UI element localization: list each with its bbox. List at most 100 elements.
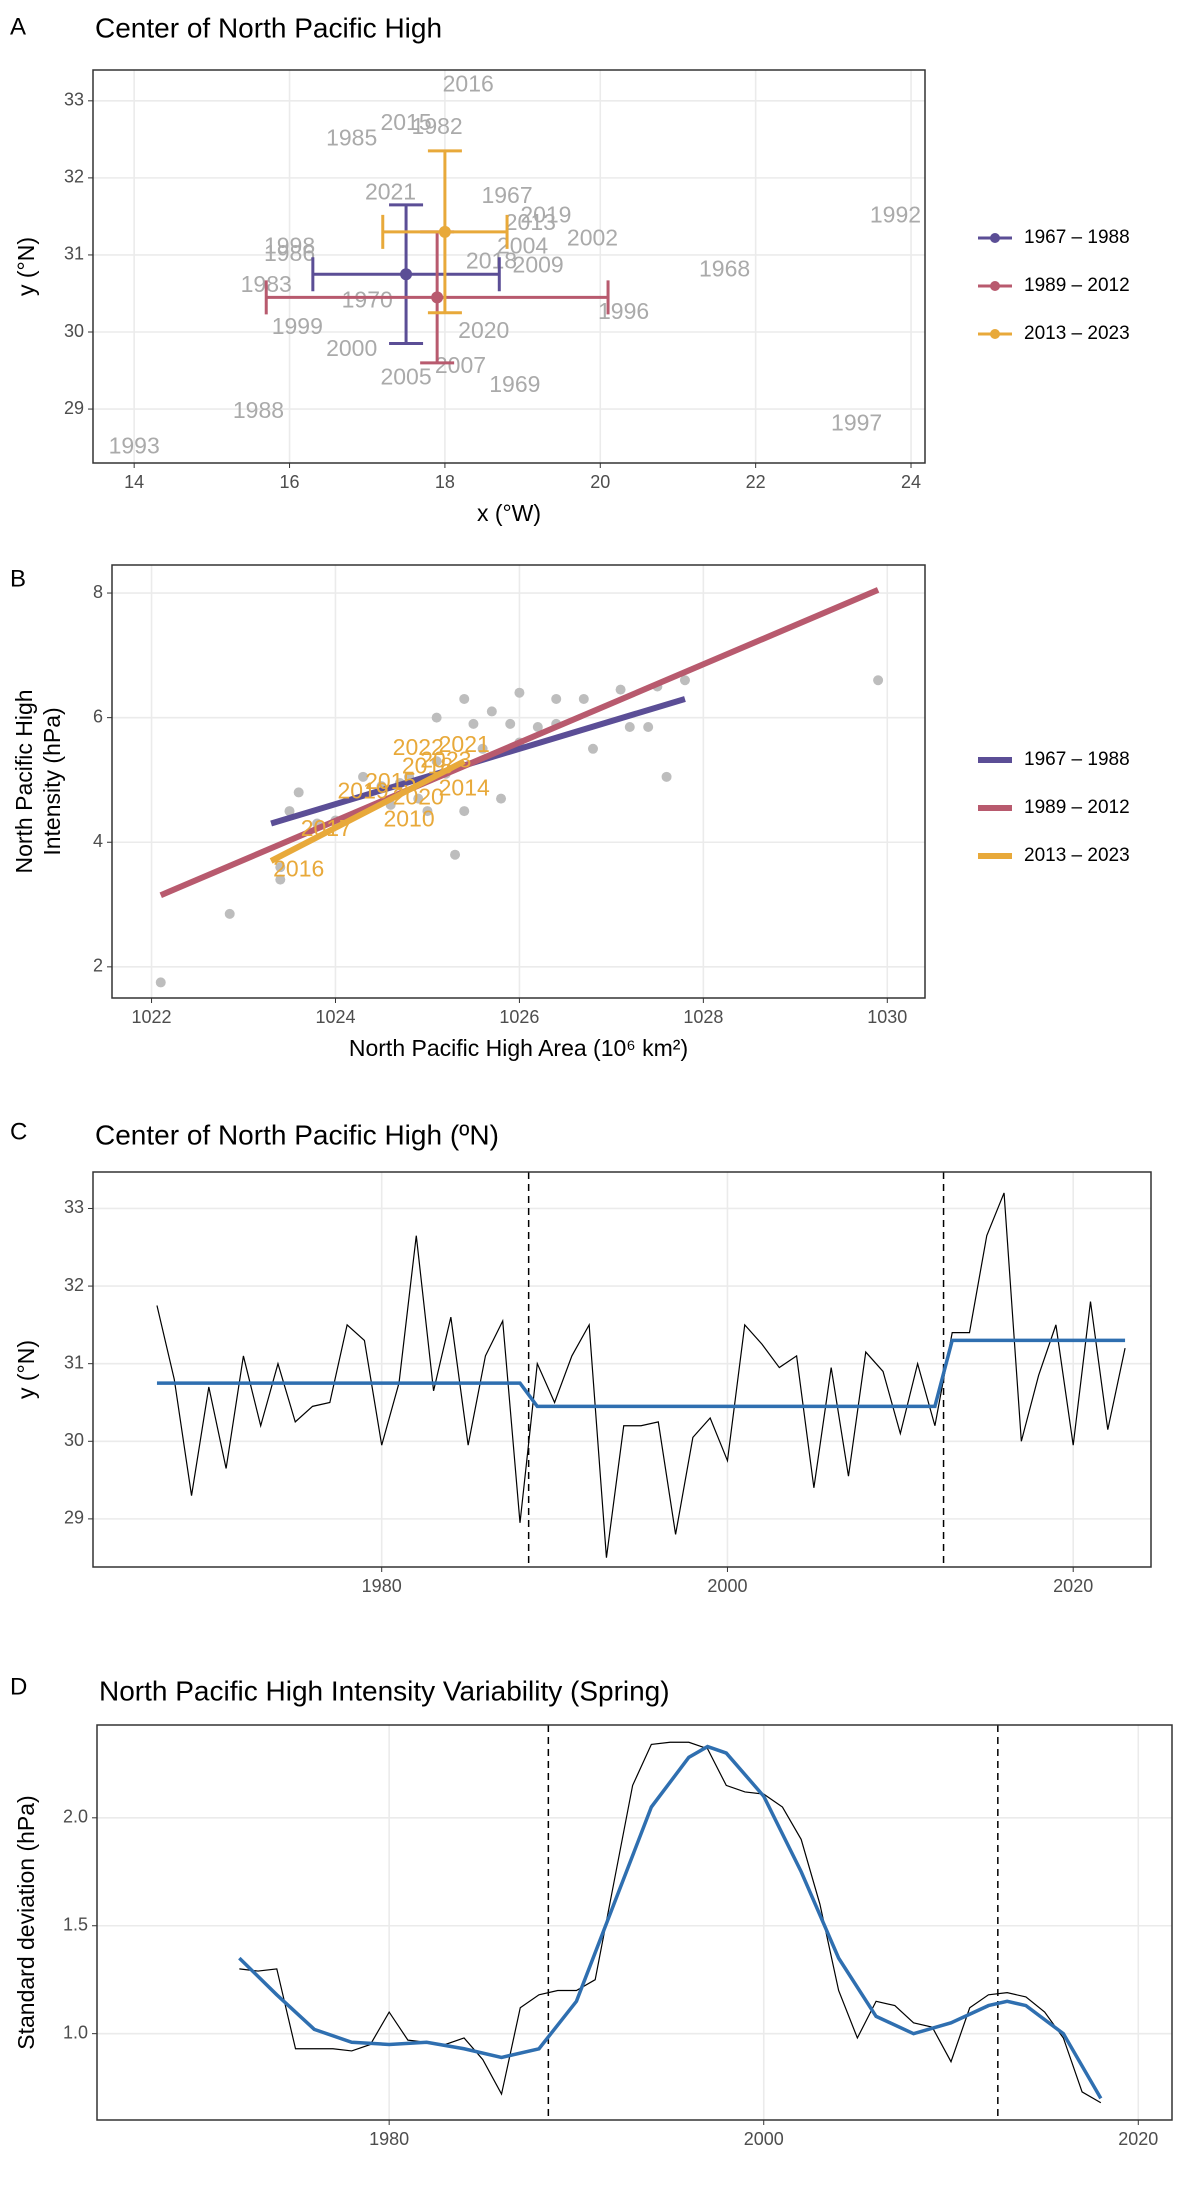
- legend-label: 1967 – 1988: [1024, 227, 1130, 248]
- point-label: 2023: [420, 746, 471, 772]
- point: [615, 684, 626, 695]
- y-tick-label: 32: [64, 1275, 84, 1295]
- point-label: 2018: [466, 248, 517, 274]
- legend-key-point: [990, 233, 1000, 243]
- point-label: 2015: [365, 768, 416, 794]
- x-tick-label: 1980: [369, 2129, 409, 2149]
- point: [284, 806, 295, 817]
- y-tick-label: 4: [93, 831, 103, 851]
- x-tick-label: 1028: [683, 1007, 723, 1027]
- point-label: 2020: [393, 784, 444, 810]
- point-label: 2017: [301, 815, 352, 841]
- chart-title: Center of North Pacific High: [95, 12, 442, 43]
- point: [275, 862, 286, 873]
- point-label: 2014: [439, 774, 490, 800]
- legend-label: 1989 – 2012: [1024, 275, 1130, 296]
- legend-label: 1989 – 2012: [1024, 797, 1130, 818]
- point-label: 2007: [435, 352, 486, 378]
- point: [661, 771, 672, 782]
- point-label: 2004: [497, 232, 548, 258]
- panel-letter: B: [10, 565, 26, 592]
- point: [624, 721, 635, 732]
- point-label: 1968: [699, 255, 750, 281]
- center-point: [400, 268, 413, 281]
- point-label: 1969: [489, 371, 540, 397]
- point: [413, 793, 424, 804]
- x-tick-label: 14: [124, 472, 144, 492]
- series-line: [156, 1338, 1126, 1409]
- series-line: [156, 1192, 1126, 1558]
- x-tick-label: 2020: [1118, 2129, 1158, 2149]
- legend-label: 2013 – 2023: [1024, 323, 1130, 344]
- point-label: 2010: [383, 806, 434, 832]
- point-label: 2015: [380, 109, 431, 135]
- x-tick-label: 2000: [744, 2129, 784, 2149]
- y-tick-label: 1.0: [63, 2022, 88, 2042]
- x-tick-label: 24: [901, 472, 921, 492]
- point-label: 2002: [567, 225, 618, 251]
- y-tick-label: 2: [93, 956, 103, 976]
- center-point: [431, 291, 444, 304]
- fit-line: [159, 587, 880, 898]
- point-label: 2013: [505, 209, 556, 235]
- x-axis-label: North Pacific High Area (10⁶ km²): [349, 1035, 688, 1061]
- point-label: 1992: [870, 201, 921, 227]
- y-axis-label: y (°N): [13, 237, 39, 296]
- point-label: 2016: [273, 855, 324, 881]
- center-point: [438, 225, 451, 238]
- y-tick-label: 31: [64, 244, 84, 264]
- point: [873, 675, 884, 686]
- point: [496, 793, 507, 804]
- point: [477, 743, 488, 754]
- point-label: 1988: [233, 397, 284, 423]
- point-label: 2019: [520, 201, 571, 227]
- chart-title: Center of North Pacific High (ºN): [95, 1119, 499, 1150]
- plot-frame: [92, 1171, 1152, 1568]
- point-label: 2021: [365, 178, 416, 204]
- y-tick-label: 33: [64, 1197, 84, 1217]
- point: [486, 706, 497, 717]
- point: [551, 693, 562, 704]
- y-tick-label: 31: [64, 1352, 84, 1372]
- x-tick-label: 22: [746, 472, 766, 492]
- legend-key-point: [990, 281, 1000, 291]
- x-tick-label: 2020: [1053, 1576, 1093, 1596]
- x-tick-label: 1022: [132, 1007, 172, 1027]
- point-label: 1985: [326, 124, 377, 150]
- point-label: 1982: [412, 113, 463, 139]
- plot-frame: [92, 69, 926, 464]
- legend-key-point: [990, 329, 1000, 339]
- point-label: 2018: [402, 753, 453, 779]
- series-line: [238, 1744, 1103, 2100]
- x-tick-label: 2000: [707, 1576, 747, 1596]
- plot-frame: [96, 1724, 1173, 2121]
- legend-label: 1967 – 1988: [1024, 749, 1130, 770]
- point-label: 1970: [342, 286, 393, 312]
- point-label: 2016: [443, 70, 494, 96]
- point: [459, 693, 470, 704]
- point-label: 2005: [380, 363, 431, 389]
- point: [293, 787, 304, 798]
- y-tick-label: 33: [64, 90, 84, 110]
- point-label: 2022: [393, 734, 444, 760]
- point-label: 2020: [458, 317, 509, 343]
- fit-line: [269, 758, 466, 864]
- y-tick-label: 30: [64, 321, 84, 341]
- point: [224, 908, 235, 919]
- point-label: 1999: [272, 313, 323, 339]
- x-tick-label: 1026: [499, 1007, 539, 1027]
- x-axis-label: x (°W): [477, 500, 541, 526]
- point: [532, 721, 543, 732]
- panel-letter: D: [10, 1673, 27, 1700]
- point: [275, 874, 286, 885]
- x-tick-label: 1030: [867, 1007, 907, 1027]
- point-label: 2000: [326, 335, 377, 361]
- point: [679, 675, 690, 686]
- point: [450, 849, 461, 860]
- point-label: 1993: [109, 433, 160, 459]
- point-label: 1998: [264, 232, 315, 258]
- point-label: 1996: [598, 298, 649, 324]
- y-tick-label: 6: [93, 706, 103, 726]
- panel-letter: C: [10, 1118, 27, 1145]
